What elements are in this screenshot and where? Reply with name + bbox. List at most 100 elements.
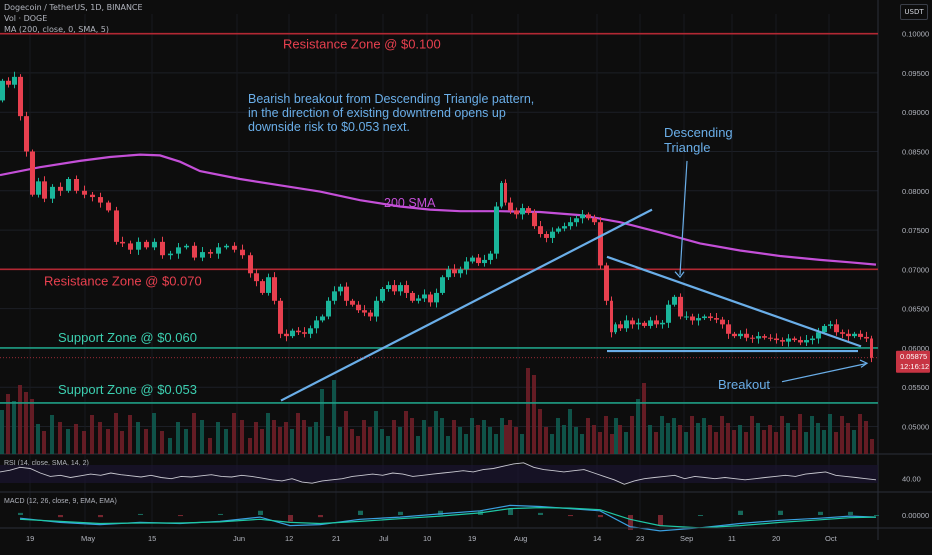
- volume-bar: [810, 416, 814, 454]
- candle-body: [840, 332, 845, 334]
- candle-body: [810, 338, 815, 341]
- candle-body: [176, 247, 181, 254]
- candle-body: [556, 228, 561, 232]
- candle-body: [208, 252, 213, 254]
- candle-body: [544, 234, 549, 238]
- candle-body: [660, 322, 665, 325]
- volume-bar: [840, 416, 844, 454]
- y-axis-label: 0.08500: [902, 148, 929, 157]
- volume-bar: [834, 432, 838, 454]
- volume-bar: [756, 423, 760, 454]
- ma-label: MA (200, close, 0, SMA, 5): [4, 25, 110, 34]
- x-axis-label: Jun: [233, 534, 245, 543]
- candles: [0, 71, 873, 363]
- volume-bar: [240, 420, 244, 454]
- volume-bar: [290, 429, 294, 454]
- candle-body: [678, 296, 683, 317]
- volume-bar: [332, 380, 336, 454]
- candle-body: [708, 316, 713, 319]
- volume-label: Vol · DOGE: [4, 14, 48, 23]
- annotation-text: Descending: [664, 125, 733, 140]
- y-axis-label: 0.05500: [902, 383, 929, 392]
- candle-body: [344, 286, 349, 301]
- volume-bar: [232, 413, 236, 454]
- candle-body: [508, 202, 513, 211]
- volume-bar: [192, 413, 196, 454]
- volume-bar: [648, 425, 652, 454]
- macd-bar: [848, 511, 853, 515]
- macd-bar: [178, 515, 183, 517]
- macd-label: MACD (12, 26, close, 9, EMA, EMA): [4, 498, 117, 505]
- candle-body: [618, 324, 623, 329]
- candle-body: [0, 80, 5, 101]
- candle-body: [494, 206, 499, 254]
- volume-bar: [550, 434, 554, 454]
- candle-body: [846, 333, 851, 337]
- candle-body: [630, 320, 635, 325]
- candle-body: [338, 286, 343, 292]
- candle-body: [398, 285, 403, 292]
- volume-bar: [392, 420, 396, 454]
- candle-body: [392, 285, 397, 292]
- candle-body: [780, 340, 785, 342]
- volume-bar: [726, 423, 730, 454]
- volume-bar: [398, 427, 402, 454]
- candle-body: [610, 300, 613, 333]
- candle-body: [726, 324, 731, 334]
- candle-body: [160, 241, 165, 256]
- candle-body: [834, 324, 839, 333]
- volume-bar: [464, 434, 468, 454]
- volume-bar: [636, 399, 640, 454]
- macd-histogram: [18, 508, 879, 530]
- volume-bar: [500, 418, 504, 454]
- candle-body: [574, 218, 579, 223]
- candle-body: [50, 186, 55, 199]
- volume-bar: [864, 421, 868, 454]
- rsi-axis-label: 40.00: [902, 475, 921, 484]
- candle-body: [410, 292, 415, 301]
- candle-body: [308, 328, 313, 334]
- candle-body: [42, 181, 47, 199]
- volume-bar: [434, 411, 438, 454]
- candle-body: [12, 76, 17, 85]
- candle-body: [786, 338, 791, 342]
- candle-body: [604, 265, 609, 301]
- candle-body: [374, 300, 379, 317]
- volume-bar: [338, 427, 342, 454]
- volume-bar: [368, 427, 372, 454]
- candle-body: [192, 245, 197, 258]
- volume-bar: [476, 425, 480, 454]
- volume-bar: [846, 423, 850, 454]
- candle-body: [240, 249, 245, 256]
- volume-bar: [630, 416, 634, 454]
- candle-body: [232, 245, 237, 250]
- candle-body: [744, 333, 749, 338]
- candle-body: [624, 320, 629, 329]
- candle-body: [702, 316, 707, 319]
- x-axis-label: Oct: [825, 534, 838, 543]
- volume-bar: [714, 432, 718, 454]
- volume-bar: [720, 416, 724, 454]
- candle-body: [488, 253, 493, 260]
- x-axis-label: 23: [636, 534, 644, 543]
- candle-body: [58, 186, 63, 191]
- volume-bar: [852, 430, 856, 454]
- currency-button[interactable]: USDT: [900, 4, 928, 20]
- candle-body: [446, 269, 451, 278]
- candle-body: [74, 179, 79, 191]
- volume-bar: [470, 418, 474, 454]
- volume-bar: [380, 429, 384, 454]
- candle-body: [550, 231, 555, 238]
- macd-bar: [358, 510, 363, 515]
- volume-bar: [90, 415, 94, 454]
- candle-body: [428, 294, 433, 303]
- candle-body: [750, 337, 755, 339]
- candle-body: [106, 202, 111, 211]
- candle-body: [216, 247, 221, 254]
- volume-bar: [660, 416, 664, 454]
- candle-body: [128, 243, 133, 250]
- volume-bar: [168, 438, 172, 454]
- candle-body: [464, 261, 469, 270]
- volume-bar: [350, 429, 354, 454]
